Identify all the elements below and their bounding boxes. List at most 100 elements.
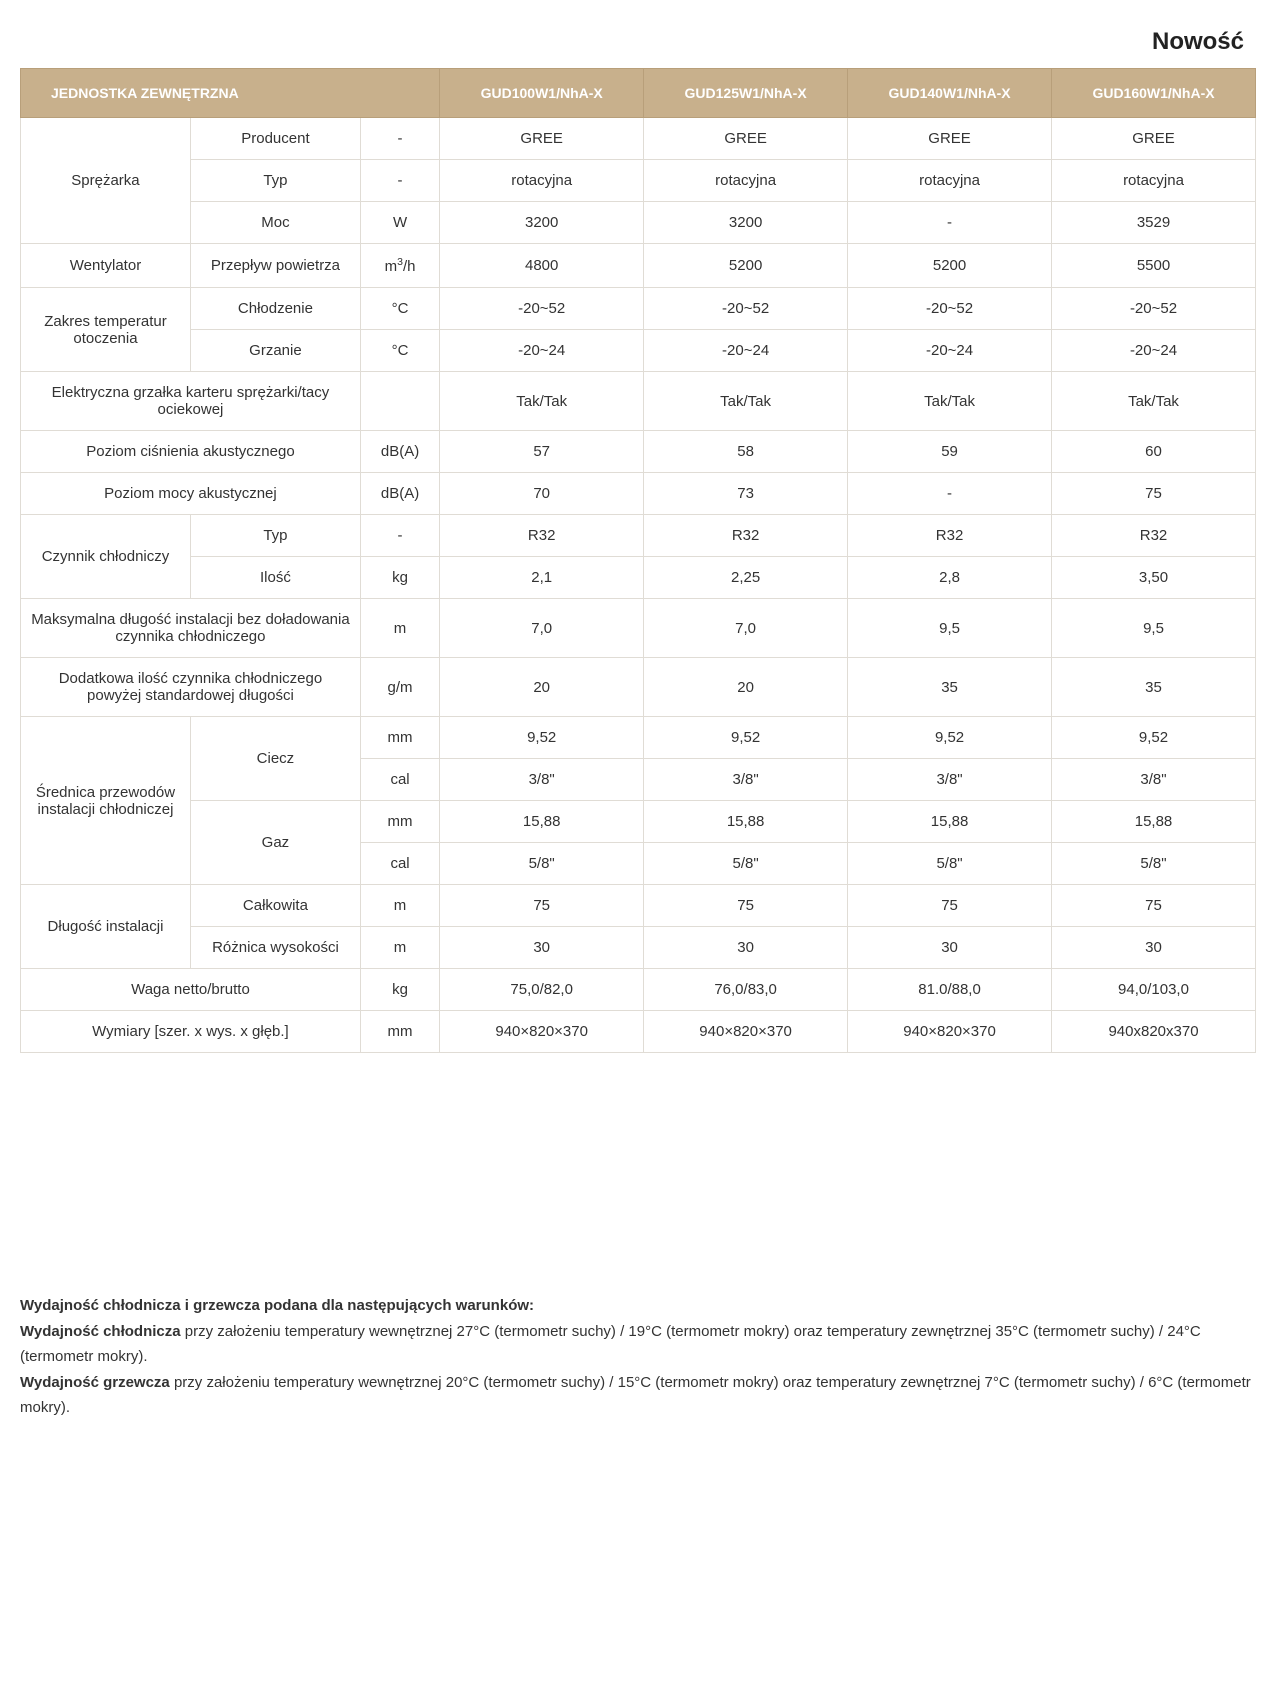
cell-value: 9,52 (440, 717, 644, 759)
cell-value: 75 (440, 885, 644, 927)
cell-value: R32 (1052, 515, 1256, 557)
cell-sub: Typ (190, 160, 360, 202)
cell-value: 3/8" (848, 759, 1052, 801)
table-row: Poziom ciśnienia akustycznegodB(A)575859… (21, 431, 1256, 473)
cell-value: 9,5 (848, 599, 1052, 658)
cell-value: -20~52 (848, 288, 1052, 330)
cell-value: 70 (440, 473, 644, 515)
header-model-3: GUD160W1/NhA-X (1052, 69, 1256, 118)
cell-value: 20 (440, 658, 644, 717)
cell-unit: dB(A) (360, 431, 439, 473)
cell-value: 3/8" (1052, 759, 1256, 801)
cell-value: 3200 (440, 202, 644, 244)
footnote-line: Wydajność grzewcza przy założeniu temper… (20, 1370, 1256, 1421)
cell-value: 15,88 (440, 801, 644, 843)
cell-value: 35 (848, 658, 1052, 717)
cell-sub: Przepływ powietrza (190, 244, 360, 288)
cell-unit: cal (360, 759, 439, 801)
cell-category: Średnica przewodów instalacji chłodnicze… (21, 717, 191, 885)
cell-value: 59 (848, 431, 1052, 473)
cell-value: 5500 (1052, 244, 1256, 288)
cell-sub: Ilość (190, 557, 360, 599)
table-row: Maksymalna długość instalacji bez dołado… (21, 599, 1256, 658)
cell-value: 3200 (644, 202, 848, 244)
header-model-2: GUD140W1/NhA-X (848, 69, 1052, 118)
cell-value: 7,0 (644, 599, 848, 658)
table-row: MocW32003200-3529 (21, 202, 1256, 244)
cell-value: 30 (848, 927, 1052, 969)
cell-value: 940×820×370 (644, 1011, 848, 1053)
cell-unit: m (360, 599, 439, 658)
cell-value: R32 (848, 515, 1052, 557)
cell-value: 75 (1052, 885, 1256, 927)
cell-value: - (848, 473, 1052, 515)
cell-value: -20~24 (440, 330, 644, 372)
spec-table: JEDNOSTKA ZEWNĘTRZNA GUD100W1/NhA-X GUD1… (20, 68, 1256, 1053)
cell-unit: - (360, 160, 439, 202)
cell-unit: kg (360, 557, 439, 599)
cell-value: 15,88 (1052, 801, 1256, 843)
cell-category: Sprężarka (21, 118, 191, 244)
table-row: Poziom mocy akustycznejdB(A)7073-75 (21, 473, 1256, 515)
cell-category-span: Waga netto/brutto (21, 969, 361, 1011)
header-model-0: GUD100W1/NhA-X (440, 69, 644, 118)
cell-value: 940×820×370 (848, 1011, 1052, 1053)
cell-value: 30 (644, 927, 848, 969)
cell-value: 20 (644, 658, 848, 717)
table-row: Zakres temperatur otoczeniaChłodzenie°C-… (21, 288, 1256, 330)
cell-value: 3/8" (440, 759, 644, 801)
cell-value: 73 (644, 473, 848, 515)
footnote-heading: Wydajność chłodnicza i grzewcza podana d… (20, 1293, 1256, 1319)
cell-value: 5/8" (440, 843, 644, 885)
cell-value: 75,0/82,0 (440, 969, 644, 1011)
cell-value: 940×820×370 (440, 1011, 644, 1053)
cell-unit: g/m (360, 658, 439, 717)
cell-value: 94,0/103,0 (1052, 969, 1256, 1011)
table-body: SprężarkaProducent-GREEGREEGREEGREETyp-r… (21, 118, 1256, 1053)
cell-sub: Producent (190, 118, 360, 160)
cell-unit: kg (360, 969, 439, 1011)
cell-value: 60 (1052, 431, 1256, 473)
cell-category-span: Wymiary [szer. x wys. x głęb.] (21, 1011, 361, 1053)
cell-unit: - (360, 515, 439, 557)
cell-sub: Moc (190, 202, 360, 244)
table-header: JEDNOSTKA ZEWNĘTRZNA GUD100W1/NhA-X GUD1… (21, 69, 1256, 118)
cell-unit: W (360, 202, 439, 244)
cell-value: GREE (848, 118, 1052, 160)
cell-value: - (848, 202, 1052, 244)
cell-category-span: Dodatkowa ilość czynnika chłodniczego po… (21, 658, 361, 717)
table-row: Ilośćkg2,12,252,83,50 (21, 557, 1256, 599)
cell-value: Tak/Tak (644, 372, 848, 431)
cell-value: Tak/Tak (1052, 372, 1256, 431)
table-row: Typ-rotacyjnarotacyjnarotacyjnarotacyjna (21, 160, 1256, 202)
cell-value: 5/8" (644, 843, 848, 885)
cell-value: 2,1 (440, 557, 644, 599)
cell-value: -20~52 (1052, 288, 1256, 330)
cell-sub: Typ (190, 515, 360, 557)
header-label: JEDNOSTKA ZEWNĘTRZNA (21, 69, 440, 118)
cell-value: -20~52 (644, 288, 848, 330)
cell-value: Tak/Tak (848, 372, 1052, 431)
cell-value: 2,25 (644, 557, 848, 599)
cell-value: 75 (644, 885, 848, 927)
cell-value: 9,52 (644, 717, 848, 759)
cell-value: 4800 (440, 244, 644, 288)
cell-unit: mm (360, 717, 439, 759)
cell-value: rotacyjna (440, 160, 644, 202)
cell-category: Czynnik chłodniczy (21, 515, 191, 599)
cell-category: Wentylator (21, 244, 191, 288)
cell-value: 30 (1052, 927, 1256, 969)
cell-value: 57 (440, 431, 644, 473)
table-row: Wymiary [szer. x wys. x głęb.]mm940×820×… (21, 1011, 1256, 1053)
table-row: WentylatorPrzepływ powietrzam3/h48005200… (21, 244, 1256, 288)
cell-value: 75 (1052, 473, 1256, 515)
cell-value: 15,88 (644, 801, 848, 843)
cell-unit: dB(A) (360, 473, 439, 515)
cell-value: 15,88 (848, 801, 1052, 843)
cell-category-span: Elektryczna grzałka karteru sprężarki/ta… (21, 372, 361, 431)
cell-unit: mm (360, 1011, 439, 1053)
cell-sub: Ciecz (190, 717, 360, 801)
cell-value: rotacyjna (848, 160, 1052, 202)
cell-value: GREE (440, 118, 644, 160)
table-row: Grzanie°C-20~24-20~24-20~24-20~24 (21, 330, 1256, 372)
